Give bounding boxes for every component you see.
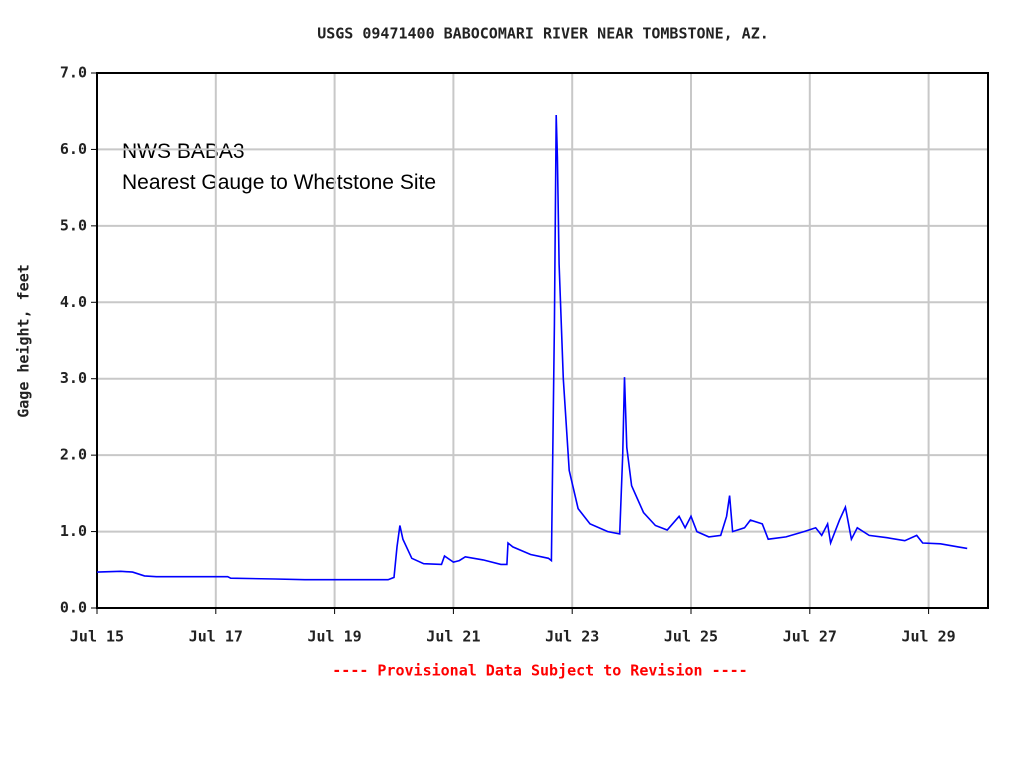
chart-title: USGS 09471400 BABOCOMARI RIVER NEAR TOMB… [317,25,769,43]
plot-frame [96,72,989,609]
x-tick-label: Jul 27 [783,628,837,646]
series-line [96,114,968,581]
x-tick-label: Jul 25 [664,628,718,646]
y-tick-label: 0.0 [60,599,87,617]
y-tick-label: 6.0 [60,140,87,158]
x-tick-label: Jul 17 [189,628,243,646]
annotation: NWS BABA3 [122,140,245,163]
annotation: Nearest Gauge to Whetstone Site [122,171,436,194]
footnote: ---- Provisional Data Subject to Revisio… [332,662,747,680]
y-axis-label: Gage height, feet [15,264,33,418]
x-tick-label: Jul 23 [545,628,599,646]
x-tick-label: Jul 19 [308,628,362,646]
x-tick-label: Jul 29 [902,628,956,646]
y-tick-label: 3.0 [60,369,87,387]
x-tick-label: Jul 15 [70,628,124,646]
y-tick-label: 7.0 [60,64,87,82]
y-tick-label: 5.0 [60,216,87,234]
x-tick-label: Jul 21 [426,628,480,646]
y-tick-label: 1.0 [60,522,87,540]
y-tick-label: 4.0 [60,293,87,311]
y-tick-label: 2.0 [60,446,87,464]
